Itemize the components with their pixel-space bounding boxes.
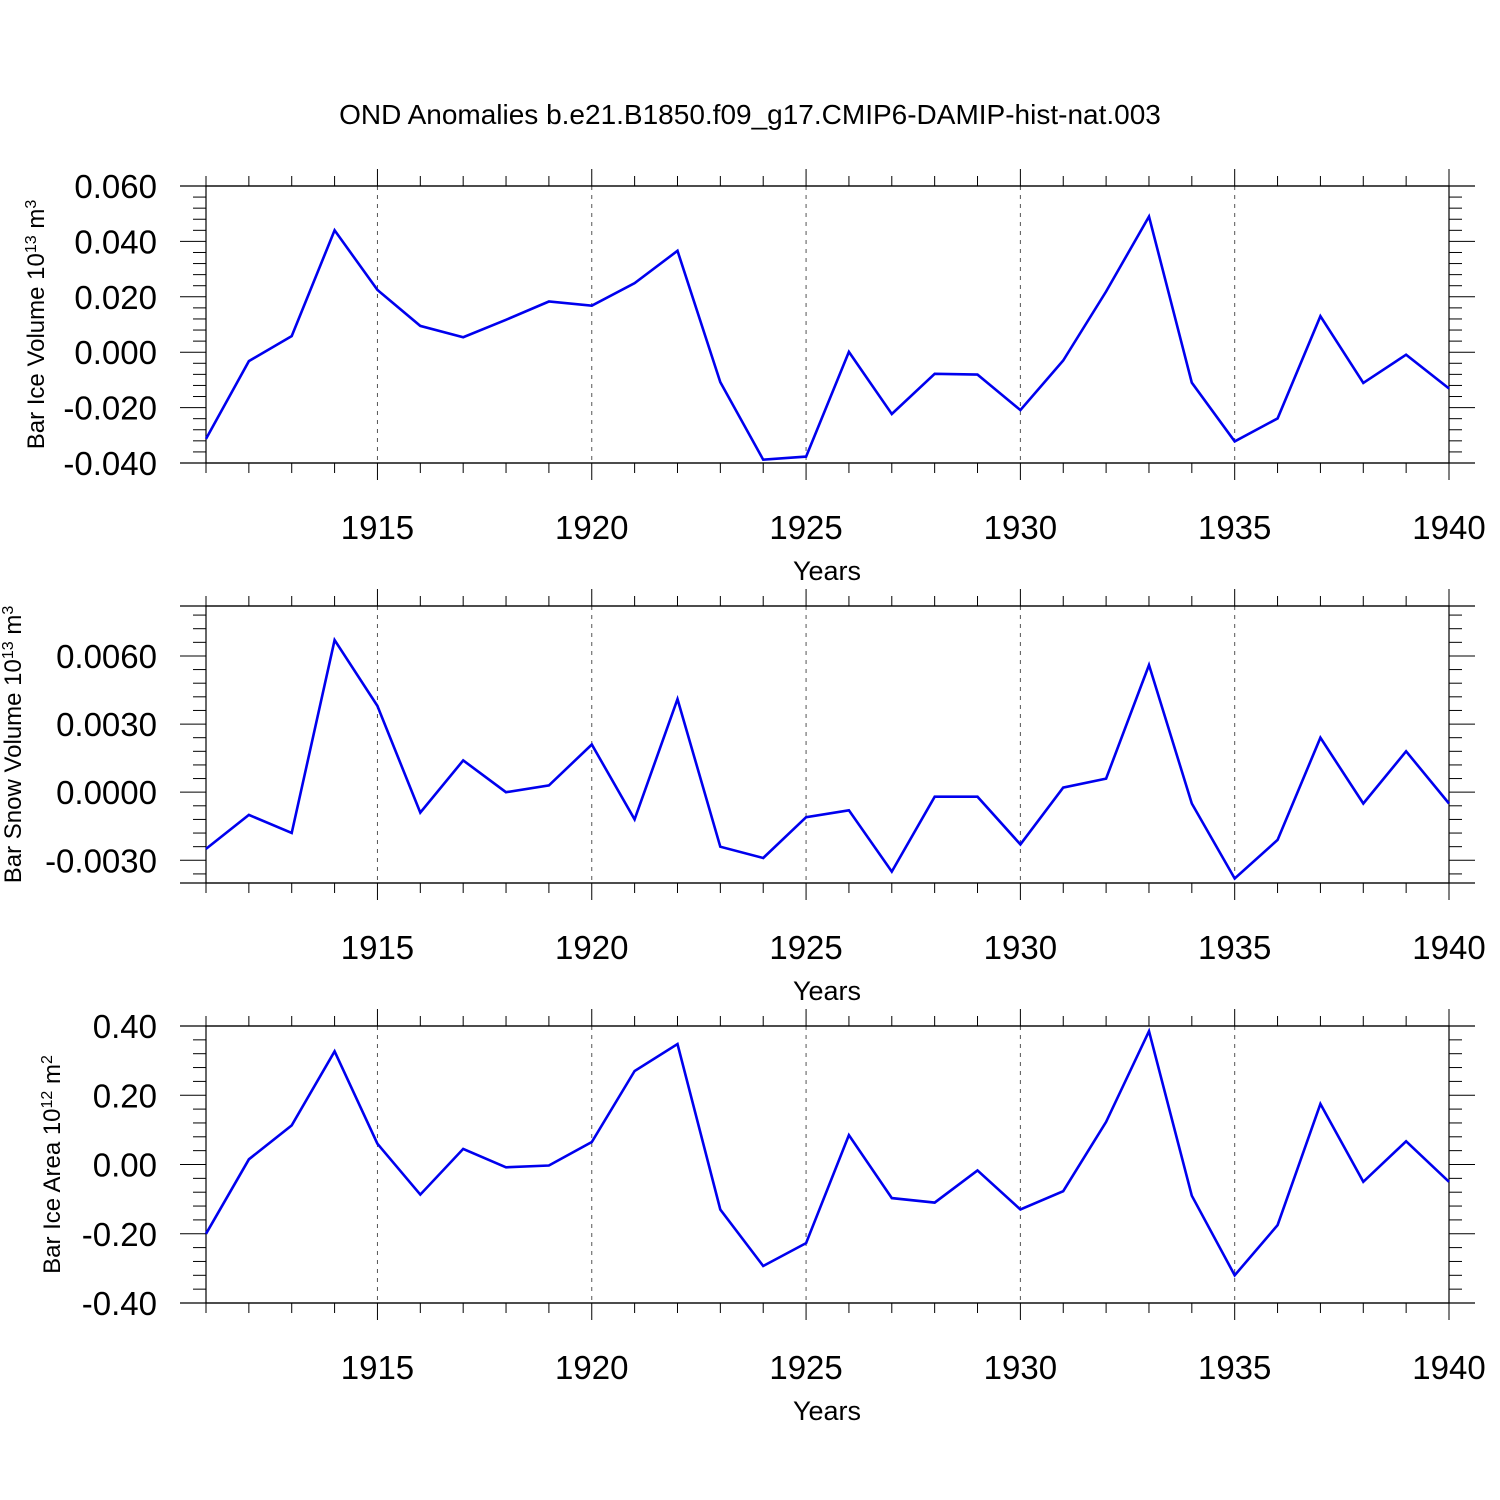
x-tick-label: 1925 <box>769 509 842 546</box>
x-tick-label: 1920 <box>555 509 628 546</box>
series-line-2 <box>205 636 1451 881</box>
x-tick-label: 1935 <box>1198 929 1271 966</box>
x-tick-label: 1940 <box>1412 1349 1485 1386</box>
y-label-unit-exponent: 3 <box>23 200 40 209</box>
x-tick-label: 1930 <box>984 509 1057 546</box>
y-tick-label: 0.0060 <box>56 638 157 675</box>
x-tick-label: 1940 <box>1412 929 1485 966</box>
y-label-unit-exponent: 3 <box>0 606 17 615</box>
y-label-main: Bar Ice Area 10 <box>39 1108 66 1273</box>
y-tick-label: 0.00 <box>93 1147 157 1184</box>
x-tick-label: 1935 <box>1198 509 1271 546</box>
y-label-unit: m <box>23 209 50 236</box>
y-tick-label: 0.060 <box>74 168 157 205</box>
plot-frame <box>205 185 1450 464</box>
y-axis-label: Bar Ice Area 1012 m2 <box>39 1055 67 1274</box>
x-tick-label: 1915 <box>341 1349 414 1386</box>
x-tick-label: 1915 <box>341 929 414 966</box>
plot-frame <box>205 1025 1450 1304</box>
x-tick-label: 1930 <box>984 929 1057 966</box>
x-tick-label: 1915 <box>341 509 414 546</box>
x-axis-label: Years <box>793 556 861 586</box>
y-tick-label: 0.040 <box>74 223 157 260</box>
y-axis-label: Bar Ice Volume 1013 m3 <box>23 200 51 450</box>
x-tick-label: 1930 <box>984 1349 1057 1386</box>
y-label-main: Bar Snow Volume 10 <box>0 659 27 883</box>
y-tick-label: -0.0030 <box>45 842 157 879</box>
panel-1: -0.040 -0.020 0.000 0.020 0.040 0.060 1915 1920… <box>23 168 1486 586</box>
y-tick-label: 0.000 <box>74 334 157 371</box>
y-tick-label: 0.20 <box>93 1077 157 1114</box>
y-label-unit: m <box>39 1064 66 1091</box>
x-axis-label: Years <box>793 1396 861 1426</box>
y-label-main: Bar Ice Volume 10 <box>23 253 50 449</box>
chart-title: OND Anomalies b.e21.B1850.f09_g17.CMIP6-… <box>339 99 1161 130</box>
y-axis-label: Bar Snow Volume 1013 m3 <box>0 606 27 884</box>
y-tick-label: -0.20 <box>82 1216 157 1253</box>
y-label-unit: m <box>0 615 27 642</box>
x-tick-label: 1920 <box>555 929 628 966</box>
y-tick-label: -0.40 <box>82 1285 157 1322</box>
panel-3: -0.40 -0.20 0.00 0.20 0.40 1915 1920 1925 1930 19… <box>39 1008 1486 1426</box>
x-axis-label: Years <box>793 976 861 1006</box>
y-tick-label: 0.0030 <box>56 706 157 743</box>
panel-2: -0.0030 0.0000 0.0030 0.0060 1915 1920 1925 193… <box>0 589 1486 1006</box>
y-label-unit-exponent: 2 <box>39 1055 56 1064</box>
x-tick-label: 1935 <box>1198 1349 1271 1386</box>
series-line-3 <box>204 1027 1450 1278</box>
y-tick-label: 0.40 <box>93 1008 157 1045</box>
x-tick-label: 1925 <box>769 1349 842 1386</box>
y-tick-label: -0.020 <box>63 390 157 427</box>
y-label-exponent: 13 <box>0 641 17 659</box>
y-tick-label: 0.0000 <box>56 774 157 811</box>
series-line-1 <box>204 213 1450 462</box>
y-tick-label: -0.040 <box>63 445 157 482</box>
y-tick-label: 0.020 <box>74 279 157 316</box>
x-tick-label: 1940 <box>1412 509 1485 546</box>
x-tick-label: 1925 <box>769 929 842 966</box>
x-tick-label: 1920 <box>555 1349 628 1386</box>
y-label-exponent: 12 <box>39 1091 56 1109</box>
y-label-exponent: 13 <box>23 235 40 253</box>
